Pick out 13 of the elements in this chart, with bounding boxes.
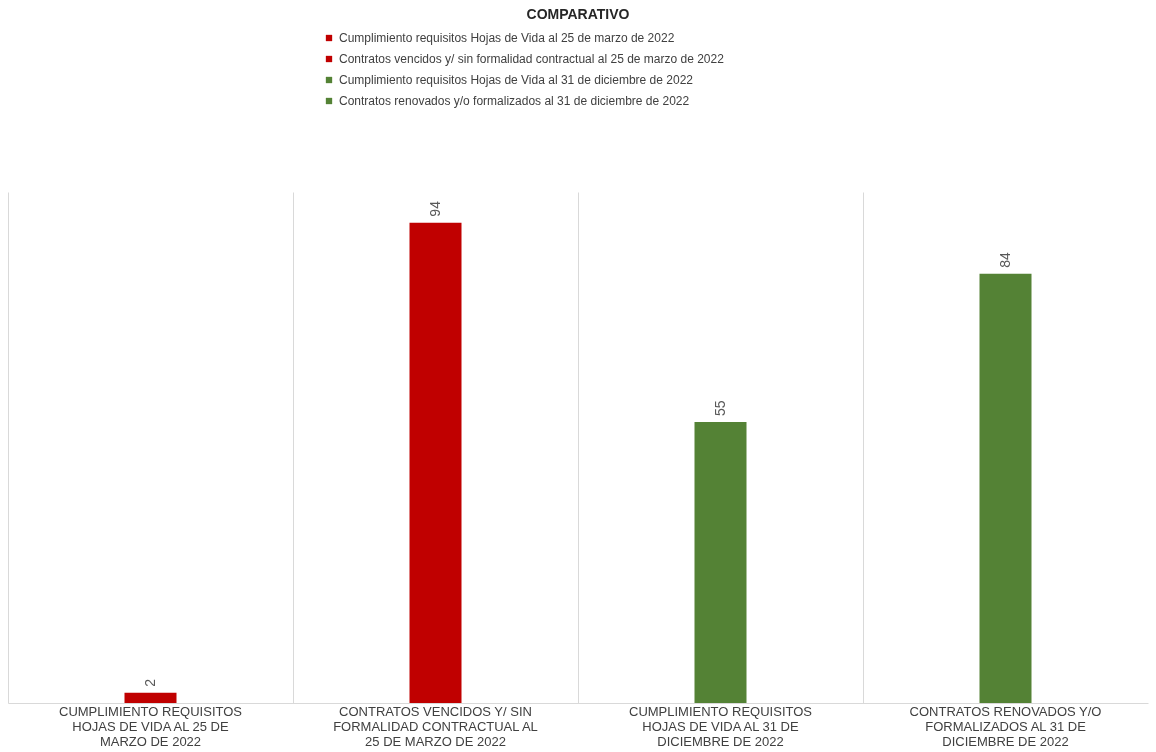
legend-label: Contratos vencidos y/ sin formalidad contractual al 25 de marzo de 2022 bbox=[339, 52, 725, 66]
x-tick-label: CUMPLIMIENTO REQUISITOS HOJAS DE VIDA AL 25 DE MARZO DE 2022 bbox=[59, 703, 243, 749]
data-label: 2 bbox=[141, 678, 158, 687]
x-tick-label: CONTRATOS RENOVADOS Y/O FORMALIZADOS AL 31 DE DICIEMBRE DE 2022 bbox=[909, 703, 1102, 749]
chart-title: COMPARATIVO bbox=[526, 6, 630, 22]
data-label: 55 bbox=[711, 400, 728, 416]
data-label: 84 bbox=[996, 251, 1013, 268]
data-label: 94 bbox=[426, 200, 443, 217]
legend-label: Contratos renovados y/o formalizados al 31 de diciembre de 2022 bbox=[339, 94, 690, 108]
legend-label: Cumplimiento requisitos Hojas de Vida al 25 de marzo de 2022 bbox=[339, 31, 675, 45]
legend-label: Cumplimiento requisitos Hojas de Vida al 31 de diciembre de 2022 bbox=[339, 73, 694, 87]
x-tick-label: CUMPLIMIENTO REQUISITOS HOJAS DE VIDA AL 31 DE DICIEMBRE DE 2022 bbox=[629, 703, 813, 749]
x-tick-label: CONTRATOS VENCIDOS Y/ SIN FORMALIDAD CONTRACTUAL AL 25 DE MARZO DE 2022 bbox=[333, 703, 538, 749]
